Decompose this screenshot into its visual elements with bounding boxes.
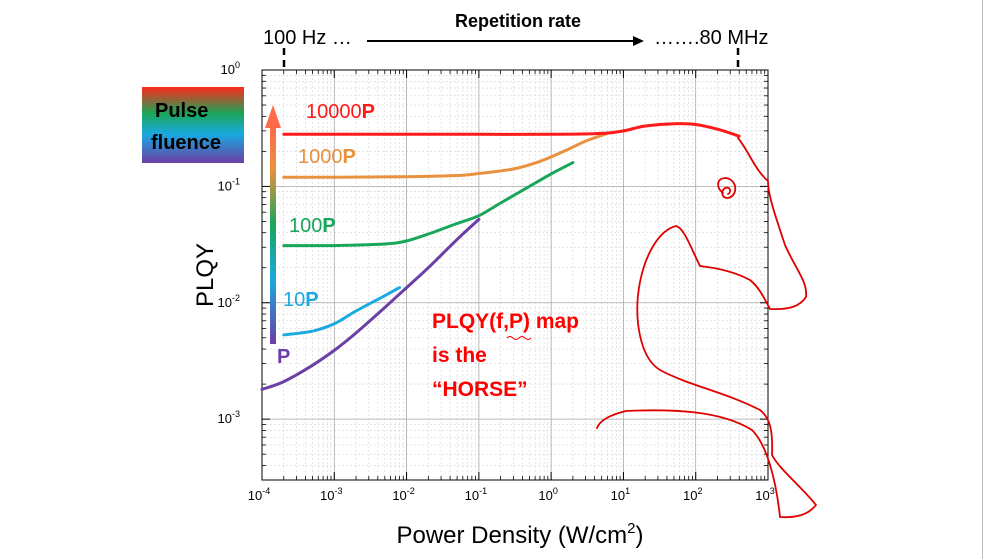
x-tick-label: 10-2 bbox=[392, 486, 414, 503]
fluence-legend-line1: Pulse bbox=[155, 100, 208, 122]
series-line-10P bbox=[282, 286, 402, 337]
annotation-line3: “HORSE” bbox=[432, 378, 528, 401]
series-layer: P 10P 100P 1000P 10000P bbox=[260, 101, 741, 391]
series-line-1000P bbox=[282, 131, 609, 179]
series-label-10000P: 10000P bbox=[306, 101, 375, 123]
x-axis-title: Power Density (W/cm2) bbox=[396, 520, 643, 549]
axis-ticks bbox=[261, 69, 769, 481]
fluence-arrow-shaft bbox=[270, 126, 276, 344]
x-tick-label: 10-4 bbox=[248, 486, 270, 503]
x-tick-label: 102 bbox=[683, 486, 702, 503]
horse-annotation: PLQY(f,P) map is the “HORSE” bbox=[432, 310, 579, 401]
pulse-fluence-legend: Pulse fluence bbox=[142, 87, 244, 163]
y-axis-title: PLQY bbox=[192, 243, 219, 307]
x-tick-label: 10-1 bbox=[465, 486, 487, 503]
x-tick-label: 100 bbox=[538, 486, 557, 503]
series-label-P: P bbox=[277, 346, 290, 368]
series-line-10000P bbox=[282, 122, 741, 138]
series-line-100P bbox=[282, 161, 575, 248]
rate-title: Repetition rate bbox=[455, 11, 581, 31]
plot-background bbox=[262, 70, 768, 480]
annotation-line1: PLQY(f,P) map bbox=[432, 310, 579, 333]
slide-right-border bbox=[982, 0, 983, 559]
series-label-10P: 10P bbox=[283, 289, 319, 311]
series-label-100P: 100P bbox=[289, 215, 336, 237]
fluence-gradient-box bbox=[142, 87, 244, 163]
minor-grid bbox=[262, 70, 768, 481]
plot-area bbox=[261, 69, 769, 481]
series-line-P bbox=[260, 217, 481, 391]
x-tick-labels: 10-4 10-3 10-2 10-1 100 101 102 103 bbox=[248, 486, 775, 503]
y-tick-label: 10-1 bbox=[218, 176, 240, 193]
horse-sketch bbox=[596, 137, 817, 519]
horse-eye bbox=[717, 177, 737, 199]
horse-outline bbox=[596, 137, 817, 519]
fluence-legend-line2: fluence bbox=[151, 132, 221, 154]
y-tick-label: 10-2 bbox=[218, 293, 240, 310]
plot-frame bbox=[261, 69, 769, 481]
rate-left-label: 100 Hz … bbox=[263, 27, 352, 49]
annotation-squiggle bbox=[506, 336, 532, 340]
x-tick-label: 10-3 bbox=[320, 486, 342, 503]
rate-right-label: …….80 MHz bbox=[654, 27, 768, 49]
y-tick-label: 100 bbox=[221, 60, 240, 77]
x-tick-label: 103 bbox=[755, 486, 774, 503]
fluence-arrow-head bbox=[265, 105, 281, 128]
rate-arrow-head bbox=[633, 36, 644, 46]
annotation-line2: is the bbox=[432, 344, 487, 367]
series-label-1000P: 1000P bbox=[298, 146, 356, 168]
y-tick-label: 10-3 bbox=[218, 409, 240, 426]
y-tick-labels: 100 10-1 10-2 10-3 bbox=[218, 60, 240, 426]
x-tick-label: 101 bbox=[611, 486, 630, 503]
